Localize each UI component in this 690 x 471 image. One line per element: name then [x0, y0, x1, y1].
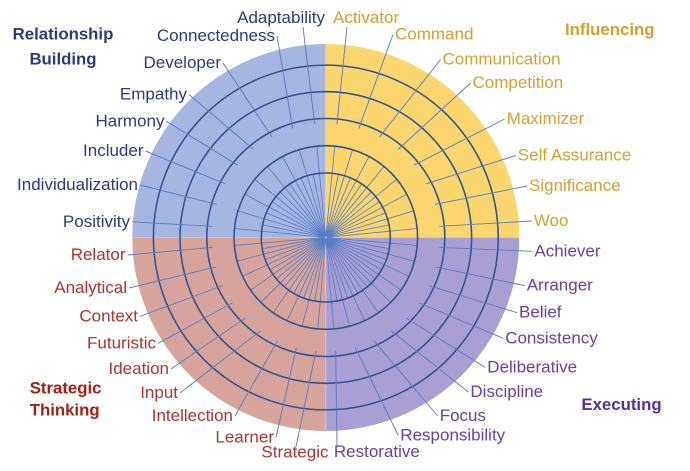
svg-text:Deliberative: Deliberative	[487, 358, 577, 377]
svg-text:Individualization: Individualization	[17, 175, 138, 194]
svg-text:Building: Building	[29, 50, 96, 69]
svg-text:Thinking: Thinking	[30, 401, 100, 420]
svg-text:Context: Context	[79, 306, 138, 325]
svg-text:Restorative: Restorative	[334, 442, 420, 461]
svg-text:Harmony: Harmony	[96, 111, 165, 130]
svg-text:Arranger: Arranger	[527, 276, 593, 295]
svg-text:Ideation: Ideation	[109, 359, 170, 378]
svg-text:Input: Input	[140, 383, 178, 402]
svg-text:Relationship: Relationship	[13, 25, 114, 44]
svg-text:Influencing: Influencing	[565, 20, 655, 39]
svg-text:Competition: Competition	[473, 73, 564, 92]
svg-text:Futuristic: Futuristic	[87, 333, 156, 352]
svg-text:Connectedness: Connectedness	[157, 26, 275, 45]
svg-text:Woo: Woo	[534, 211, 569, 230]
svg-text:Responsibility: Responsibility	[400, 426, 505, 445]
svg-text:Includer: Includer	[83, 141, 144, 160]
svg-text:Empathy: Empathy	[120, 85, 188, 104]
svg-text:Strategic: Strategic	[261, 443, 329, 462]
svg-text:Belief: Belief	[519, 303, 562, 322]
svg-text:Learner: Learner	[215, 428, 274, 447]
svg-text:Intellection: Intellection	[152, 406, 233, 425]
svg-text:Maximizer: Maximizer	[507, 109, 585, 128]
svg-text:Strategic: Strategic	[30, 379, 102, 398]
svg-text:Focus: Focus	[440, 406, 486, 425]
svg-text:Relator: Relator	[71, 245, 126, 264]
svg-text:Significance: Significance	[529, 176, 621, 195]
svg-text:Activator: Activator	[333, 8, 399, 27]
svg-text:Executing: Executing	[581, 395, 661, 414]
svg-text:Self Assurance: Self Assurance	[518, 146, 631, 165]
svg-text:Analytical: Analytical	[54, 278, 127, 297]
svg-text:Consistency: Consistency	[505, 328, 598, 347]
svg-text:Achiever: Achiever	[534, 241, 600, 260]
svg-text:Discipline: Discipline	[470, 382, 543, 401]
svg-text:Adaptability: Adaptability	[237, 8, 325, 27]
svg-text:Communication: Communication	[443, 50, 561, 69]
svg-text:Command: Command	[395, 25, 473, 44]
svg-text:Positivity: Positivity	[63, 212, 131, 231]
svg-text:Developer: Developer	[144, 53, 222, 72]
